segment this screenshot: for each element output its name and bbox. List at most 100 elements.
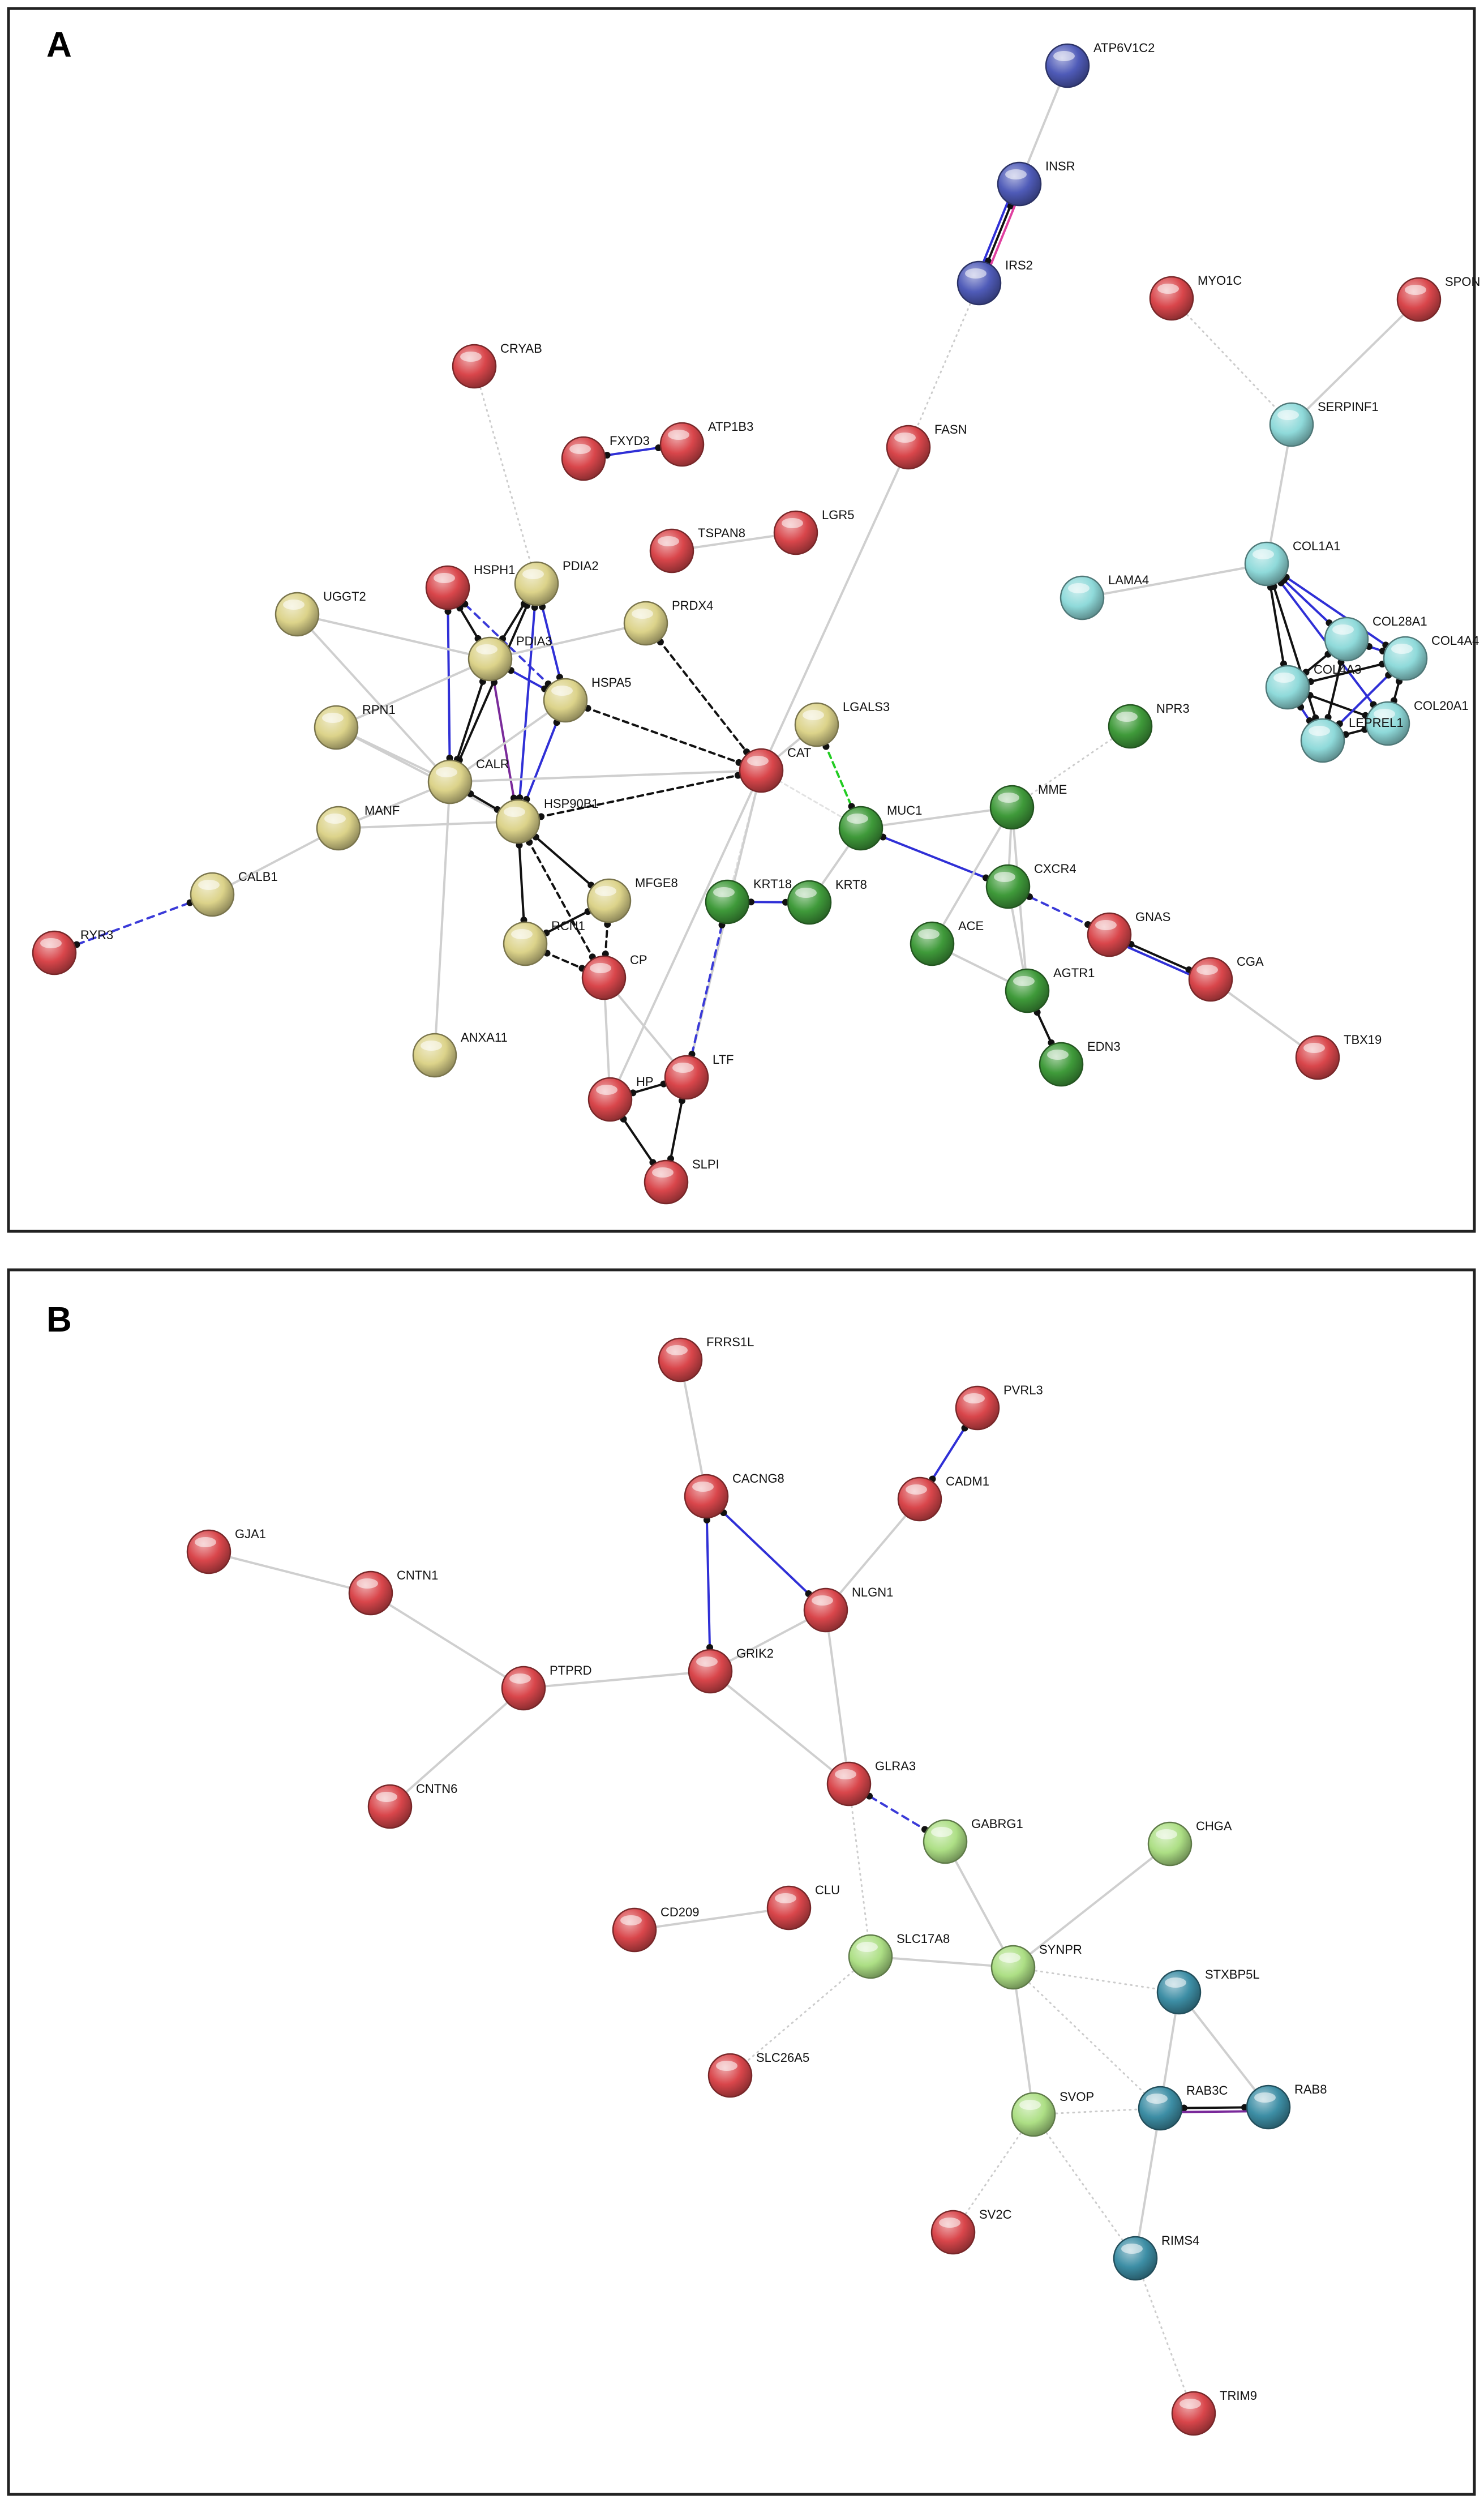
edge-calb1-manf (211, 827, 340, 896)
edge-spon-serpinf1 (1290, 298, 1420, 426)
node-highlight (460, 352, 482, 362)
node-label: COL20A1 (1414, 699, 1469, 713)
node-ball (739, 748, 784, 793)
edge-rpn1-hsp90b1 (335, 726, 519, 823)
node-highlight (658, 536, 679, 546)
node-ball (587, 1077, 633, 1122)
node-ball (1300, 718, 1345, 763)
node-ball (348, 1570, 393, 1616)
node-highlight (672, 1063, 694, 1073)
node-label: SERPINF1 (1318, 400, 1379, 414)
node-highlight (511, 929, 533, 939)
node-ball (412, 1033, 457, 1078)
node-slpi: SLPI (644, 1157, 719, 1205)
edge-irs2-fasn (907, 282, 980, 448)
edge-hsph1-calr (447, 587, 451, 783)
edge-pdia2-hsp90b1 (517, 583, 538, 823)
node-ball (1265, 665, 1310, 710)
node-irs2: IRS2 (957, 258, 1033, 306)
edge-cd209-clu (633, 1907, 790, 1931)
node-highlight (590, 963, 611, 973)
node-label: MFGE8 (635, 876, 678, 890)
panel-a-frame (7, 7, 1476, 1233)
panel-a-label: A (46, 25, 72, 65)
node-label: CP (630, 953, 647, 967)
node-manf: MANF (316, 803, 400, 851)
node-highlight (696, 1657, 718, 1667)
node-label: MANF (364, 803, 400, 817)
node-ball (1269, 402, 1314, 447)
node-fasn: FASN (886, 422, 967, 470)
node-highlight (1303, 1043, 1325, 1053)
node-highlight (963, 1393, 985, 1403)
node-label: GLRA3 (875, 1759, 916, 1773)
node-serpinf1: SERPINF1 (1269, 400, 1379, 447)
node-ball (275, 592, 320, 637)
edge-npr3-mme (1011, 725, 1131, 808)
node-highlight (434, 573, 455, 583)
node-highlight (812, 1595, 833, 1606)
node-ball (1039, 1042, 1084, 1087)
node-cp: CP (581, 953, 647, 1000)
node-label: GJA1 (235, 1527, 266, 1541)
node-ball (1011, 2092, 1056, 2137)
edge-hsp90b1-cat (517, 769, 762, 823)
node-ball (886, 425, 931, 470)
node-label: HSPA5 (591, 675, 632, 690)
node-label: LTF (713, 1052, 734, 1067)
node-label: GNAS (1135, 910, 1170, 924)
node-highlight (1165, 1977, 1186, 1988)
edge-pdia3-hsp90b1 (489, 658, 519, 823)
node-pdia3: PDIA3 (467, 634, 552, 682)
node-col4a4: COL4A4 (1383, 634, 1479, 681)
node-cryab: CRYAB (452, 341, 542, 389)
node-label: COL28A1 (1373, 614, 1427, 628)
node-edn3: EDN3 (1039, 1039, 1121, 1087)
node-highlight (596, 1085, 617, 1095)
node-rcn1: RCN1 (503, 919, 585, 966)
node-ball (1156, 1970, 1202, 2015)
node-rab8: RAB8 (1246, 2082, 1327, 2130)
node-mme: MME (989, 782, 1067, 830)
node-col1a1: COL1A1 (1244, 539, 1340, 587)
node-label: PDIA3 (516, 634, 552, 648)
node-label: CD209 (660, 1905, 699, 1919)
node-ball (794, 702, 839, 747)
node-label: CGA (1237, 954, 1264, 969)
node-label: RAB3C (1186, 2083, 1228, 2098)
node-gja1: GJA1 (186, 1527, 266, 1574)
node-highlight (894, 433, 916, 443)
node-ball (1087, 912, 1132, 957)
node-insr: INSR (997, 159, 1075, 207)
node-cntn1: CNTN1 (348, 1568, 438, 1616)
node-ball (1171, 2391, 1216, 2436)
node-gabrg1: GABRG1 (923, 1817, 1023, 1864)
edge-col1a1-col4a4 (1266, 563, 1406, 660)
panel-b-frame (7, 1268, 1476, 2496)
node-ball (1383, 636, 1428, 681)
node-label: ATP1B3 (708, 420, 753, 434)
node-ball (897, 1476, 942, 1522)
edge-calb1-ryr3 (53, 893, 213, 954)
node-frrs1l: FRRS1L (658, 1335, 754, 1382)
node-mfge8: MFGE8 (586, 876, 678, 923)
edge-stxbp5l-rab8 (1178, 1991, 1269, 2108)
node-label: SLC26A5 (756, 2051, 809, 2065)
node-label: TRIM9 (1220, 2389, 1257, 2403)
node-label: COL4A4 (1431, 634, 1479, 648)
node-ball (989, 785, 1035, 830)
node-ball (1244, 541, 1289, 587)
node-calb1: CALB1 (190, 870, 278, 917)
node-ryr3: RYR3 (32, 928, 113, 975)
node-ball (684, 1474, 729, 1519)
node-highlight (847, 814, 868, 824)
node-ball (707, 2053, 753, 2098)
node-label: GRIK2 (736, 1646, 774, 1660)
edge-calr-cat (449, 769, 762, 783)
node-tbx19: TBX19 (1295, 1033, 1382, 1080)
node-highlight (939, 2218, 960, 2228)
node-ball (367, 1784, 413, 1829)
edge-slc17a8-synpr (869, 1955, 1014, 1968)
node-highlight (965, 268, 987, 279)
